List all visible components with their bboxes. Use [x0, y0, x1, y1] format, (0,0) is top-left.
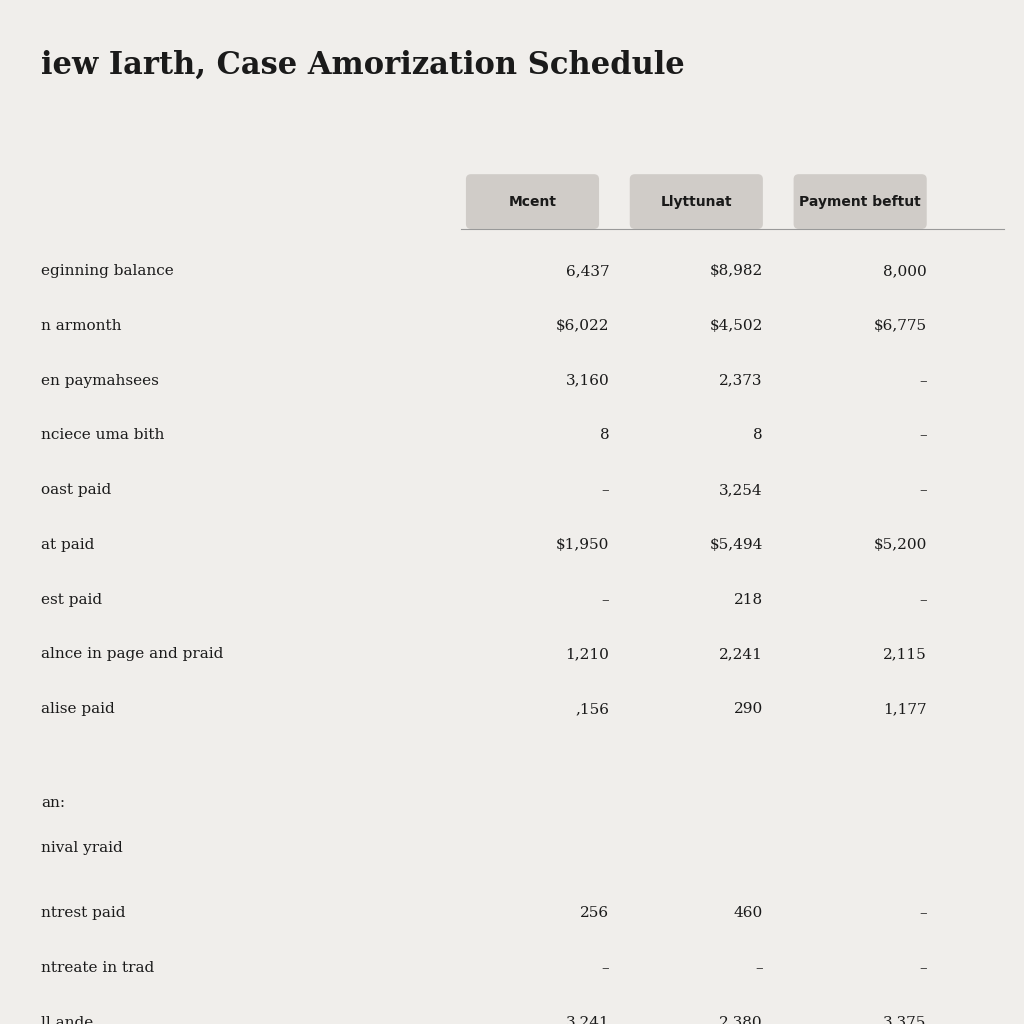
- Text: –: –: [602, 593, 609, 606]
- Text: –: –: [756, 961, 763, 975]
- Text: –: –: [602, 961, 609, 975]
- Text: $8,982: $8,982: [710, 264, 763, 279]
- Text: iew Iarth, Case Amorization Schedule: iew Iarth, Case Amorization Schedule: [41, 50, 685, 81]
- Text: $6,775: $6,775: [873, 318, 927, 333]
- Text: ntreate in trad: ntreate in trad: [41, 961, 155, 975]
- Text: ,156: ,156: [575, 702, 609, 716]
- Text: $5,200: $5,200: [873, 538, 927, 552]
- Text: 2,373: 2,373: [720, 374, 763, 388]
- Text: 256: 256: [581, 906, 609, 921]
- FancyBboxPatch shape: [794, 174, 927, 229]
- Text: $4,502: $4,502: [710, 318, 763, 333]
- Text: –: –: [920, 961, 927, 975]
- Text: Llyttunat: Llyttunat: [660, 195, 732, 209]
- Text: oast paid: oast paid: [41, 483, 112, 498]
- Text: eginning balance: eginning balance: [41, 264, 174, 279]
- Text: 8,000: 8,000: [883, 264, 927, 279]
- Text: Payment beftut: Payment beftut: [800, 195, 921, 209]
- Text: alise paid: alise paid: [41, 702, 115, 716]
- FancyBboxPatch shape: [630, 174, 763, 229]
- Text: –: –: [920, 483, 927, 498]
- Text: 3,375: 3,375: [884, 1016, 927, 1024]
- Text: 8: 8: [754, 428, 763, 442]
- Text: an:: an:: [41, 797, 66, 810]
- Text: 3,254: 3,254: [719, 483, 763, 498]
- Text: 3,241: 3,241: [565, 1016, 609, 1024]
- Text: 8: 8: [600, 428, 609, 442]
- Text: 2,380: 2,380: [719, 1016, 763, 1024]
- Text: 1,177: 1,177: [883, 702, 927, 716]
- Text: Mcent: Mcent: [509, 195, 556, 209]
- Text: nciece uma bith: nciece uma bith: [41, 428, 164, 442]
- Text: ll ande: ll ande: [41, 1016, 93, 1024]
- Text: 1,210: 1,210: [565, 647, 609, 662]
- Text: –: –: [602, 483, 609, 498]
- Text: 460: 460: [733, 906, 763, 921]
- Text: ntrest paid: ntrest paid: [41, 906, 126, 921]
- Text: –: –: [920, 906, 927, 921]
- Text: en paymahsees: en paymahsees: [41, 374, 159, 388]
- FancyBboxPatch shape: [466, 174, 599, 229]
- Text: –: –: [920, 428, 927, 442]
- Text: $5,494: $5,494: [710, 538, 763, 552]
- Text: 3,160: 3,160: [565, 374, 609, 388]
- Text: alnce in page and praid: alnce in page and praid: [41, 647, 223, 662]
- Text: est paid: est paid: [41, 593, 102, 606]
- Text: –: –: [920, 593, 927, 606]
- Text: 218: 218: [734, 593, 763, 606]
- Text: $6,022: $6,022: [556, 318, 609, 333]
- Text: 6,437: 6,437: [565, 264, 609, 279]
- Text: –: –: [920, 374, 927, 388]
- Text: 290: 290: [733, 702, 763, 716]
- Text: nival yraid: nival yraid: [41, 841, 123, 855]
- Text: $1,950: $1,950: [556, 538, 609, 552]
- Text: n armonth: n armonth: [41, 318, 122, 333]
- Text: 2,115: 2,115: [883, 647, 927, 662]
- Text: 2,241: 2,241: [719, 647, 763, 662]
- Text: at paid: at paid: [41, 538, 94, 552]
